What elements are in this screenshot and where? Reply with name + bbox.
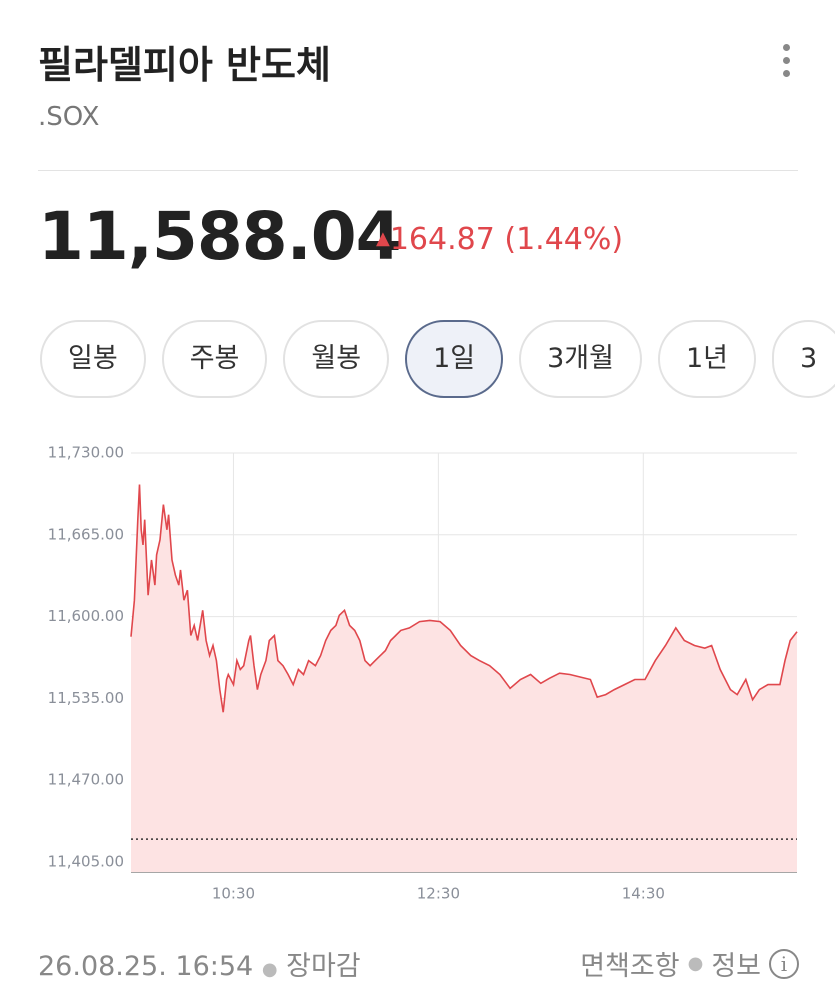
period-tab[interactable]: 3 <box>771 320 835 398</box>
y-tick-label: 11,535.00 <box>48 689 124 707</box>
period-tab[interactable]: 1일 <box>405 320 504 398</box>
y-tick-label: 11,730.00 <box>48 444 124 462</box>
period-tab[interactable]: 1년 <box>657 320 756 398</box>
info-icon[interactable]: i <box>769 948 799 979</box>
footer-left: 26.08.25. 16:54 ● 장마감 <box>38 951 361 982</box>
up-arrow: ▲ <box>376 228 390 249</box>
period-tabs: 일봉 주봉 월봉 1일 3개월 1년 3 <box>40 320 835 404</box>
period-tab[interactable]: 주봉 <box>161 320 268 398</box>
footer-right: 면책조항 ● 정보 i <box>580 944 799 983</box>
y-tick-label: 11,600.00 <box>48 607 124 625</box>
area <box>131 484 797 872</box>
period-tab[interactable]: 3개월 <box>519 320 642 398</box>
x-tick-label: 12:30 <box>417 885 460 903</box>
symbol: .SOX <box>38 102 100 132</box>
info[interactable]: 정보 <box>711 951 761 982</box>
change-percent: (1.44%) <box>504 222 624 257</box>
period-tab[interactable]: 월봉 <box>283 320 390 398</box>
period-tab[interactable]: 일봉 <box>40 320 146 398</box>
y-tick-label: 11,665.00 <box>48 525 124 543</box>
price-line <box>130 484 798 713</box>
price: 11,588.04 <box>38 198 402 275</box>
title: 필라델피아 반도체 <box>38 43 331 87</box>
timestamp: 26.08.25. 16:54 <box>38 951 254 982</box>
change: ▲164.87 (1.44%) <box>376 222 623 257</box>
divider <box>38 170 798 171</box>
status: 장마감 <box>286 951 361 982</box>
disclaimer[interactable]: 면책조항 <box>580 951 680 982</box>
chart: 11,405.00 11,470.00 11,535.00 11,600.00 11,6… <box>48 444 798 903</box>
y-tick-label: 11,405.00 <box>48 853 124 871</box>
x-tick-label: 14:30 <box>622 885 665 903</box>
menu-button[interactable] <box>778 44 794 83</box>
x-tick-label: 10:30 <box>212 885 255 903</box>
change-value: 164.87 <box>389 222 495 257</box>
y-tick-label: 11,470.00 <box>48 771 124 789</box>
